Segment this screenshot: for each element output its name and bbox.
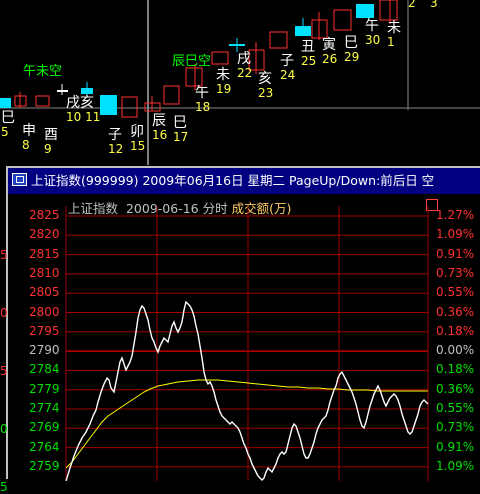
price-tick-label: 2820: [29, 227, 60, 242]
percent-tick-label: 0.18%: [436, 362, 475, 377]
price-tick-label: 2825: [29, 208, 60, 222]
candle: [163, 85, 180, 105]
price-tick-label: 2800: [29, 304, 60, 319]
candle: [35, 95, 50, 107]
left-edge-label: 5: [0, 248, 8, 262]
candle: [57, 90, 68, 92]
candle: [269, 31, 288, 49]
label-group: 戌 22: [237, 51, 253, 80]
label-group: 子 12: [108, 127, 124, 156]
label-group: 3: [430, 0, 438, 10]
percent-tick-label: 1.09%: [436, 227, 475, 242]
percent-tick-label: 0.73%: [436, 265, 475, 280]
label-group: 辰 16: [152, 113, 168, 142]
label-group: 戌亥 10 11: [66, 95, 101, 124]
chart-mode: 分时: [202, 201, 228, 216]
label-group: 亥 23: [258, 71, 274, 100]
candle: [144, 102, 161, 112]
panel-toggle-button[interactable]: [426, 199, 438, 211]
label-group: 午 18: [195, 85, 211, 114]
left-edge-label: 0: [0, 422, 8, 436]
label-group: 巳 29: [344, 35, 360, 64]
candle: [333, 9, 352, 31]
candle: [0, 98, 11, 108]
left-edge-label: 5: [0, 364, 8, 378]
left-edge-label: 5: [0, 480, 8, 494]
price-tick-label: 2774: [29, 401, 60, 415]
price-tick-label: 2795: [29, 323, 60, 338]
percent-tick-label: 0.91%: [436, 246, 475, 261]
index-name: 上证指数: [68, 201, 119, 216]
daily-kline-chart[interactable]: [0, 0, 480, 165]
label-group: 午 30: [365, 18, 381, 47]
percent-tick-label: 0.55%: [436, 285, 475, 300]
candle: [229, 44, 245, 46]
percent-tick-label: 0.36%: [436, 381, 475, 396]
percent-tick-label: 0.00%: [436, 343, 475, 358]
candle: [121, 96, 138, 118]
intraday-chart[interactable]: [8, 206, 480, 481]
percent-tick-label: 1.09%: [436, 458, 475, 473]
candle: [211, 51, 229, 65]
window-icon: [12, 173, 27, 186]
price-tick-label: 2790: [29, 343, 60, 358]
candles: [0, 0, 398, 118]
label-group: 寅 26: [322, 37, 338, 66]
price-line: [65, 300, 429, 481]
percent-tick-label: 0.36%: [436, 304, 475, 319]
kong-label: 辰巳空: [172, 54, 212, 69]
candle: [379, 0, 398, 21]
percent-tick-label: 0.91%: [436, 439, 475, 454]
label-group: 巳 17: [173, 115, 189, 144]
grid: [65, 206, 429, 481]
candle: [81, 88, 93, 94]
price-tick-label: 2779: [29, 381, 60, 396]
price-tick-label: 2769: [29, 420, 60, 435]
label-group: 2: [408, 0, 416, 10]
price-tick-label: 2759: [29, 458, 60, 473]
percent-tick-label: 0.73%: [436, 420, 475, 435]
intraday-header: 上证指数 2009-06-16 分时 成交额(万): [68, 198, 291, 217]
candle: [295, 26, 311, 36]
candle: [14, 95, 27, 107]
label-group: 子 24: [280, 53, 296, 82]
candle: [185, 67, 203, 87]
average-price-line: [65, 379, 428, 469]
percent-tick-label: 0.55%: [436, 401, 475, 415]
chart-date: 2009-06-16: [125, 201, 199, 216]
price-tick-label: 2815: [29, 246, 60, 261]
price-tick-label: 2764: [29, 439, 60, 454]
candle: [248, 49, 265, 71]
popup-title: 上证指数(999999) 2009年06月16日 星期二 PageUp/Down…: [31, 173, 435, 188]
kong-label: 午未空: [23, 64, 63, 79]
popup-titlebar[interactable]: 上证指数(999999) 2009年06月16日 星期二 PageUp/Down…: [8, 168, 480, 194]
label-group: 卯 15: [130, 124, 146, 153]
left-edge-label: 0: [0, 306, 8, 320]
candle: [311, 19, 328, 39]
percent-tick-label: 0.18%: [436, 323, 475, 338]
intraday-popup-window[interactable]: 上证指数(999999) 2009年06月16日 星期二 PageUp/Down…: [6, 166, 480, 481]
price-tick-label: 2805: [29, 285, 60, 300]
volume-label: 成交额(万): [231, 201, 292, 216]
price-tick-label: 2810: [29, 265, 60, 280]
percent-tick-label: 1.27%: [436, 208, 475, 222]
price-tick-label: 2784: [29, 362, 60, 377]
candle: [100, 95, 117, 115]
candle: [356, 4, 374, 18]
label-group: 丑 25: [301, 39, 317, 68]
label-group: 未 19: [216, 67, 232, 96]
